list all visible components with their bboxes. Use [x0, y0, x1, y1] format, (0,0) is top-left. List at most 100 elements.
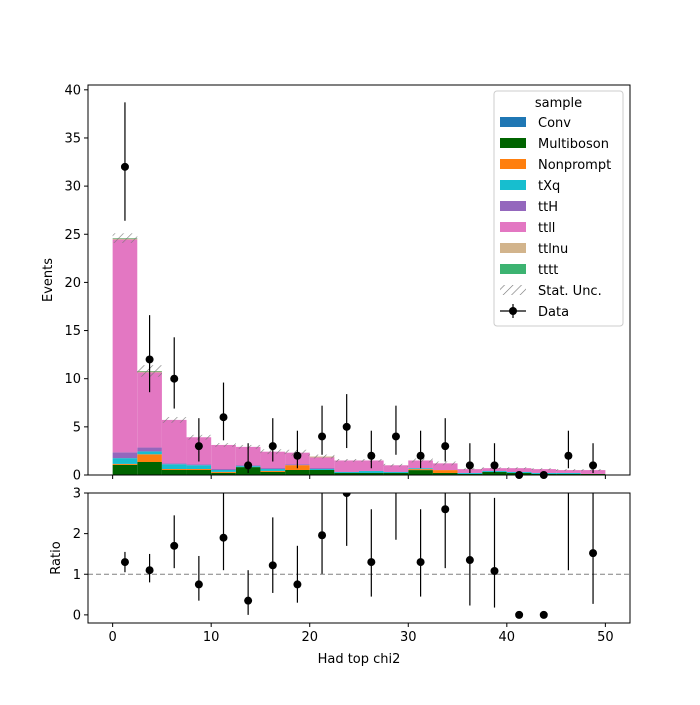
x-tick-label: 30	[400, 630, 417, 645]
y-tick-label: 25	[64, 228, 81, 243]
bar-segment	[187, 464, 212, 465]
legend-label: Stat. Unc.	[538, 284, 602, 299]
bar-segment	[334, 472, 359, 473]
data-point	[318, 432, 326, 440]
legend-swatch-hatch	[500, 285, 526, 295]
stat-unc-band	[113, 233, 138, 243]
data-point	[589, 461, 597, 469]
legend-label: Multiboson	[538, 137, 609, 152]
stat-unc-band	[384, 464, 409, 467]
data-point	[269, 442, 277, 450]
y-tick-label: 0	[73, 608, 81, 623]
ratio-point	[540, 611, 548, 619]
main-y-axis-label: Events	[41, 258, 56, 302]
x-tick-label: 20	[301, 630, 318, 645]
data-point	[244, 461, 252, 469]
ratio-point	[367, 558, 375, 566]
x-tick-label: 50	[597, 630, 614, 645]
ratio-point	[146, 566, 154, 574]
ratio-point	[417, 558, 425, 566]
y-tick-label: 10	[64, 372, 81, 387]
data-point	[121, 163, 129, 171]
bar-segment	[384, 472, 409, 473]
bar-segment	[260, 468, 285, 469]
ratio-point	[244, 597, 252, 605]
ratio-point	[491, 567, 499, 575]
data-point	[343, 423, 351, 431]
bar-segment	[211, 470, 236, 472]
data-point	[170, 375, 178, 383]
ratio-point	[318, 531, 326, 539]
bar-segment	[187, 465, 212, 469]
bar-segment	[310, 469, 335, 470]
ratio-point	[121, 558, 129, 566]
y-tick-label: 30	[64, 180, 81, 195]
legend-swatch	[500, 138, 526, 148]
bar-segment	[310, 468, 335, 469]
ratio-point	[466, 556, 474, 564]
bar-segment	[408, 469, 433, 470]
stat-unc-band	[507, 467, 532, 469]
data-point	[392, 432, 400, 440]
data-point	[417, 452, 425, 460]
bar-segment	[359, 471, 384, 473]
bar-segment	[285, 470, 310, 475]
legend-swatch	[500, 180, 526, 190]
ratio-point	[589, 549, 597, 557]
legend-swatch	[500, 117, 526, 127]
ratio-point	[195, 580, 203, 588]
bar-segment	[113, 240, 138, 453]
bar-segment	[187, 469, 212, 470]
bar-segment	[187, 470, 212, 475]
stat-unc-band	[531, 468, 556, 470]
bar-segment	[137, 454, 162, 462]
main-x-ticks	[113, 475, 606, 479]
legend-label: ttH	[538, 200, 558, 215]
bar-segment	[260, 472, 285, 475]
bar-segment	[162, 470, 187, 475]
stat-unc-band	[556, 469, 581, 471]
bar-segment	[162, 420, 187, 463]
bar-segment	[211, 472, 236, 473]
ratio-point	[441, 505, 449, 513]
data-point	[441, 442, 449, 450]
legend-swatch	[500, 243, 526, 253]
legend-label: Nonprompt	[538, 158, 611, 173]
stat-unc-band	[310, 455, 335, 459]
x-tick-label: 10	[203, 630, 220, 645]
bar-segment	[113, 465, 138, 475]
bar-segment	[458, 473, 483, 474]
stat-unc-band	[334, 459, 359, 462]
legend-label: Conv	[538, 116, 571, 131]
y-tick-label: 35	[64, 131, 81, 146]
bar-segment	[137, 451, 162, 454]
ratio-point	[220, 534, 228, 542]
stat-unc-band	[211, 443, 236, 447]
y-tick-label: 40	[64, 83, 81, 98]
y-tick-label: 5	[73, 420, 81, 435]
legend-label: ttlnu	[538, 242, 568, 257]
bar-segment	[162, 463, 187, 464]
ratio-point	[515, 611, 523, 619]
ratio-y-axis-label: Ratio	[49, 541, 64, 574]
data-point	[293, 452, 301, 460]
bar-segment	[260, 469, 285, 471]
stat-unc-band	[162, 417, 187, 423]
data-point	[466, 461, 474, 469]
y-tick-label: 2	[73, 527, 81, 542]
bar-segment	[408, 468, 433, 469]
bar-segment	[162, 469, 187, 470]
bar-segment	[211, 445, 236, 469]
y-tick-label: 20	[64, 276, 81, 291]
ratio-point	[293, 580, 301, 588]
data-point	[195, 442, 203, 450]
ratio-axes-frame	[88, 493, 630, 623]
bar-segment	[137, 462, 162, 475]
legend-swatch	[500, 264, 526, 274]
y-tick-label: 1	[73, 568, 81, 583]
bar-segment	[113, 452, 138, 458]
